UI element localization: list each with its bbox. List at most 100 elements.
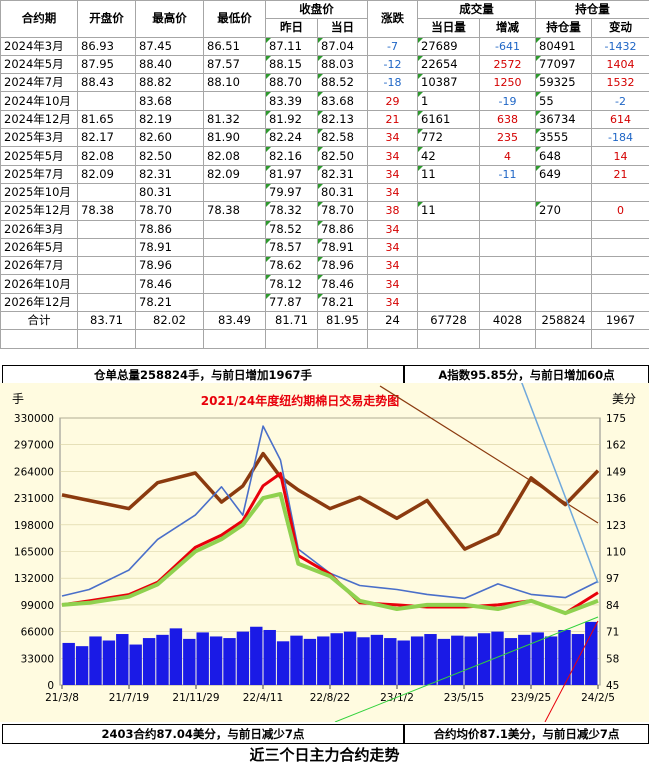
total-cell: 83.71 xyxy=(77,311,136,331)
header-cell: 成交量 xyxy=(417,0,536,20)
pointer-line xyxy=(544,620,599,723)
table-cell: 34 xyxy=(367,256,418,276)
table-cell xyxy=(535,292,592,313)
x-tick-label: 21/3/8 xyxy=(45,692,79,704)
table-cell: 87.11 xyxy=(265,36,318,56)
table-cell: -12 xyxy=(367,54,418,75)
left-tick-label: 264000 xyxy=(14,466,54,478)
table-cell: 77097 xyxy=(535,54,592,75)
table-cell: 34 xyxy=(367,219,418,239)
table-cell: 78.70 xyxy=(135,201,204,221)
volume-bar xyxy=(477,633,491,685)
volume-bar xyxy=(343,631,357,685)
x-tick-label: 21/7/19 xyxy=(109,692,149,704)
table-cell: 80.31 xyxy=(135,182,204,203)
table-cell: 270 xyxy=(535,201,592,221)
table-cell: 2024年7月 xyxy=(0,73,78,93)
header-cell: 开盘价 xyxy=(77,0,136,38)
table-cell: 77.87 xyxy=(265,292,318,313)
table-cell: 81.65 xyxy=(77,109,136,130)
table-row: 2025年7月 82.09 82.31 82.09 81.97 82.31 34 11 -11 6… xyxy=(0,164,649,184)
right-tick-label: 175 xyxy=(606,413,626,425)
table-cell: 82.60 xyxy=(135,128,204,148)
table-cell: 34 xyxy=(367,182,418,203)
volume-bar xyxy=(317,636,330,685)
table-cell: 78.96 xyxy=(135,256,204,276)
volume-bar xyxy=(303,638,317,685)
warehouse-total-label: 仓单总量258824手，与前日增加1967手 xyxy=(2,365,404,385)
table-cell: -2 xyxy=(591,91,649,111)
table-cell: 88.43 xyxy=(77,73,136,93)
table-cell xyxy=(535,256,592,276)
table-cell: 21 xyxy=(591,164,649,184)
table-cell: 42 xyxy=(417,146,480,166)
trend-chart: 0 33000 66000 99000 132000 165000 198000 231000… xyxy=(12,377,636,723)
table-cell xyxy=(535,237,592,258)
right-tick-label: 84 xyxy=(606,600,620,612)
header-cell: 收盘价 xyxy=(265,0,368,20)
right-tick-label: 97 xyxy=(606,573,619,585)
table-cell: 78.91 xyxy=(135,237,204,258)
right-tick-label: 123 xyxy=(606,520,626,532)
table-cell: 82.13 xyxy=(317,109,368,130)
table-cell: 0 xyxy=(591,201,649,221)
x-tick-label: 23/5/15 xyxy=(444,692,484,704)
table-cell: 34 xyxy=(367,128,418,148)
volume-bar xyxy=(518,634,531,685)
table-row: 2025年3月 82.17 82.60 81.90 82.24 82.58 34 772 235… xyxy=(0,128,649,148)
volume-bar xyxy=(437,638,451,685)
volume-bar xyxy=(276,641,290,685)
total-cell: 67728 xyxy=(417,311,480,331)
volume-bar xyxy=(250,626,263,685)
table-cell xyxy=(535,219,592,239)
table-cell: 21 xyxy=(367,109,418,130)
table-cell: 82.09 xyxy=(77,164,136,184)
table-cell: 614 xyxy=(591,109,649,130)
x-tick-label: 23/9/25 xyxy=(511,692,551,704)
table-cell: 82.50 xyxy=(135,146,204,166)
pointer-line xyxy=(519,377,599,584)
spacer-cell xyxy=(367,329,418,349)
total-cell: 合计 xyxy=(0,311,78,331)
table-cell: 78.57 xyxy=(265,237,318,258)
left-tick-label: 99000 xyxy=(21,600,54,612)
average-price-label: 合约均价87.1美分，与前日减少7点 xyxy=(404,724,649,744)
table-cell: 81.92 xyxy=(265,109,318,130)
right-tick-label: 58 xyxy=(606,653,619,665)
table-cell: -11 xyxy=(479,164,536,184)
futures-table: 合约期 开盘价 最高价 最低价 收盘价 涨跌 成交量 持仓量 昨日 当日 当日量 增减 持仓量 变动 202… xyxy=(0,0,649,349)
volume-bar xyxy=(491,631,504,685)
table-cell: 78.46 xyxy=(135,274,204,294)
table-cell: 34 xyxy=(367,274,418,294)
table-cell: 78.12 xyxy=(265,274,318,294)
table-cell xyxy=(591,292,649,313)
table-cell: 81.32 xyxy=(203,109,266,130)
table-cell: 78.46 xyxy=(317,274,368,294)
table-cell xyxy=(479,237,536,258)
table-cell: 82.09 xyxy=(203,164,266,184)
volume-bar xyxy=(75,646,89,685)
table-cell: 1404 xyxy=(591,54,649,75)
volume-bar xyxy=(330,633,343,685)
table-cell: 649 xyxy=(535,164,592,184)
table-cell xyxy=(77,91,136,111)
table-cell: 78.91 xyxy=(317,237,368,258)
table-cell: 87.57 xyxy=(203,54,266,75)
table-cell xyxy=(591,219,649,239)
left-tick-label: 33000 xyxy=(21,653,54,665)
x-tick-label: 24/2/5 xyxy=(581,692,615,704)
left-tick-label: 198000 xyxy=(14,520,54,532)
total-cell: 4028 xyxy=(479,311,536,331)
table-cell: 82.08 xyxy=(77,146,136,166)
table-cell: 88.15 xyxy=(265,54,318,75)
table-cell: 83.68 xyxy=(135,91,204,111)
table-cell: 82.24 xyxy=(265,128,318,148)
table-cell: 36734 xyxy=(535,109,592,130)
left-tick-label: 132000 xyxy=(14,573,54,585)
table-cell: 82.17 xyxy=(77,128,136,148)
spacer-cell xyxy=(479,329,536,349)
table-cell: 82.50 xyxy=(317,146,368,166)
right-tick-label: 45 xyxy=(606,680,619,692)
table-cell xyxy=(203,256,266,276)
table-cell: 14 xyxy=(591,146,649,166)
